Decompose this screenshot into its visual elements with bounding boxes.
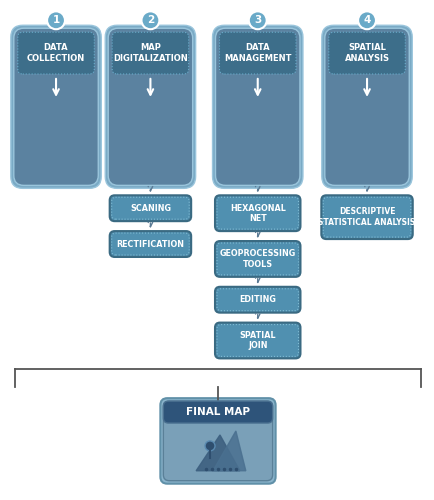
FancyBboxPatch shape xyxy=(163,401,273,423)
FancyBboxPatch shape xyxy=(213,26,303,188)
Text: 2: 2 xyxy=(147,16,154,26)
FancyBboxPatch shape xyxy=(108,28,193,186)
Text: 1: 1 xyxy=(53,16,59,26)
FancyBboxPatch shape xyxy=(14,28,98,186)
Text: GEOPROCESSING
TOOLS: GEOPROCESSING TOOLS xyxy=(220,249,296,268)
FancyBboxPatch shape xyxy=(215,241,300,277)
Text: DATA
MANAGEMENT: DATA MANAGEMENT xyxy=(224,44,292,63)
Text: 4: 4 xyxy=(363,16,371,26)
Circle shape xyxy=(47,12,65,29)
FancyBboxPatch shape xyxy=(217,243,299,275)
Circle shape xyxy=(358,12,376,29)
FancyBboxPatch shape xyxy=(216,28,300,186)
FancyBboxPatch shape xyxy=(215,287,300,312)
FancyBboxPatch shape xyxy=(220,32,296,74)
FancyBboxPatch shape xyxy=(217,289,299,310)
Circle shape xyxy=(205,441,215,451)
FancyBboxPatch shape xyxy=(11,26,101,188)
FancyBboxPatch shape xyxy=(321,196,413,239)
Circle shape xyxy=(249,12,266,29)
Text: DATA
COLLECTION: DATA COLLECTION xyxy=(27,44,85,63)
Polygon shape xyxy=(213,431,246,471)
Circle shape xyxy=(141,12,159,29)
Text: SPATIAL
JOIN: SPATIAL JOIN xyxy=(240,331,276,350)
Polygon shape xyxy=(196,435,240,471)
FancyBboxPatch shape xyxy=(329,32,405,74)
FancyBboxPatch shape xyxy=(112,32,189,74)
FancyBboxPatch shape xyxy=(105,26,196,188)
FancyBboxPatch shape xyxy=(322,26,412,188)
Text: DESCRIPTIVE
STATISTICAL ANALYSIS: DESCRIPTIVE STATISTICAL ANALYSIS xyxy=(319,208,416,227)
Text: HEXAGONAL
NET: HEXAGONAL NET xyxy=(230,204,286,223)
FancyBboxPatch shape xyxy=(215,196,300,231)
FancyBboxPatch shape xyxy=(163,401,273,480)
Text: SCANING: SCANING xyxy=(130,204,171,212)
FancyBboxPatch shape xyxy=(112,198,189,219)
FancyBboxPatch shape xyxy=(323,198,411,237)
Text: MAP
DIGITALIZATION: MAP DIGITALIZATION xyxy=(113,44,188,63)
FancyBboxPatch shape xyxy=(215,322,300,358)
Text: 3: 3 xyxy=(254,16,261,26)
Text: EDITING: EDITING xyxy=(239,295,276,304)
FancyBboxPatch shape xyxy=(110,231,191,257)
Text: SPATIAL
ANALYSIS: SPATIAL ANALYSIS xyxy=(345,44,390,63)
Text: RECTIFICATION: RECTIFICATION xyxy=(116,240,184,248)
FancyBboxPatch shape xyxy=(18,32,94,74)
FancyBboxPatch shape xyxy=(161,398,276,484)
FancyBboxPatch shape xyxy=(217,324,299,356)
FancyBboxPatch shape xyxy=(325,28,409,186)
FancyBboxPatch shape xyxy=(110,196,191,221)
FancyBboxPatch shape xyxy=(217,198,299,229)
Text: FINAL MAP: FINAL MAP xyxy=(186,407,250,417)
FancyBboxPatch shape xyxy=(112,233,189,255)
